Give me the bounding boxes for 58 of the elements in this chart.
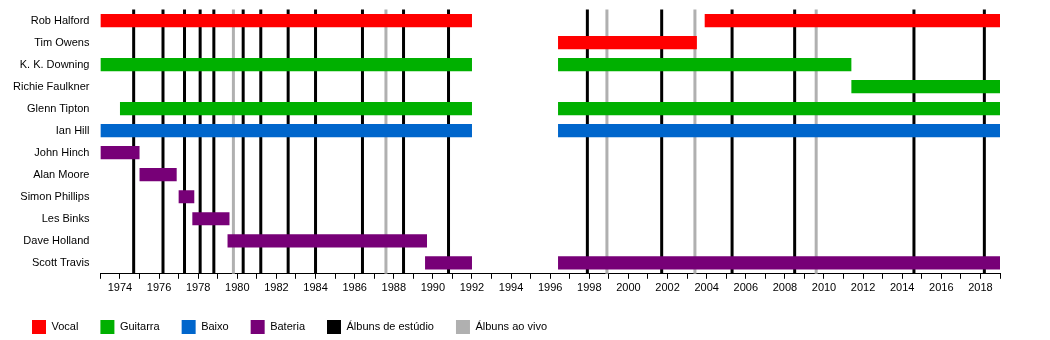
y-tick-label: Scott Travis: [31, 255, 90, 268]
x-tick-label: 2008: [772, 281, 798, 294]
y-tick-label: K. K. Downing: [19, 57, 90, 70]
x-tick-label: 2010: [811, 281, 837, 294]
y-tick-label: Glenn Tipton: [27, 101, 90, 114]
y-tick-label: John Hinch: [34, 145, 90, 158]
bar: [100, 146, 140, 160]
bar: [227, 234, 428, 248]
bar: [100, 58, 472, 72]
bar: [139, 168, 177, 182]
bar: [425, 256, 472, 270]
legend-label: Álbuns de estúdio: [346, 320, 434, 333]
bar: [178, 190, 195, 204]
x-tick-label: 1998: [577, 281, 602, 294]
y-tick-label: Ian Hill: [55, 123, 90, 136]
bar: [851, 80, 1000, 94]
x-tick-label: 1992: [459, 281, 485, 294]
x-tick-label: 2002: [655, 281, 680, 294]
legend-label: Baixo: [201, 320, 229, 333]
bar: [704, 14, 1000, 28]
bar: [558, 256, 1000, 270]
bar: [558, 102, 1000, 116]
x-tick-label: 1976: [146, 281, 172, 294]
x-tick-label: 2014: [889, 281, 915, 294]
bar: [558, 58, 852, 72]
bar: [558, 124, 1000, 138]
y-tick-label: Les Binks: [41, 211, 90, 224]
legend-label: Guitarra: [119, 320, 161, 333]
x-tick-label: 1982: [264, 281, 289, 294]
y-tick-label: Richie Faulkner: [13, 79, 90, 92]
x-tick-label: 2000: [616, 281, 641, 294]
x-tick-label: 1974: [107, 281, 133, 294]
y-tick-label: Rob Halford: [30, 13, 90, 26]
x-tick-label: 1990: [420, 281, 446, 294]
x-tick-label: 1986: [342, 281, 367, 294]
bar: [558, 36, 697, 50]
x-tick-label: 2004: [694, 281, 719, 294]
y-tick-label: Simon Phillips: [20, 189, 90, 202]
x-tick-label: 1994: [498, 281, 524, 294]
bar: [100, 14, 472, 28]
x-tick-label: 2006: [733, 281, 759, 294]
x-tick-label: 2018: [968, 281, 993, 294]
legend-label: Bateria: [270, 320, 306, 333]
x-tick-label: 1988: [381, 281, 406, 294]
x-tick-label: 1984: [303, 281, 328, 294]
y-tick-label: Dave Holland: [23, 233, 90, 246]
x-tick-label: 2012: [850, 281, 876, 294]
x-tick-label: 1996: [537, 281, 563, 294]
y-tick-label: Alan Moore: [33, 167, 90, 180]
legend-label: Álbuns ao vivo: [475, 320, 548, 333]
x-tick-label: 2016: [929, 281, 954, 294]
legend-label: Vocal: [51, 320, 79, 333]
bar: [100, 124, 472, 138]
bar: [192, 212, 230, 226]
y-tick-label: Tim Owens: [34, 35, 90, 48]
x-tick-label: 1978: [185, 281, 211, 294]
x-tick-label: 1980: [225, 281, 250, 294]
bar: [119, 102, 472, 116]
